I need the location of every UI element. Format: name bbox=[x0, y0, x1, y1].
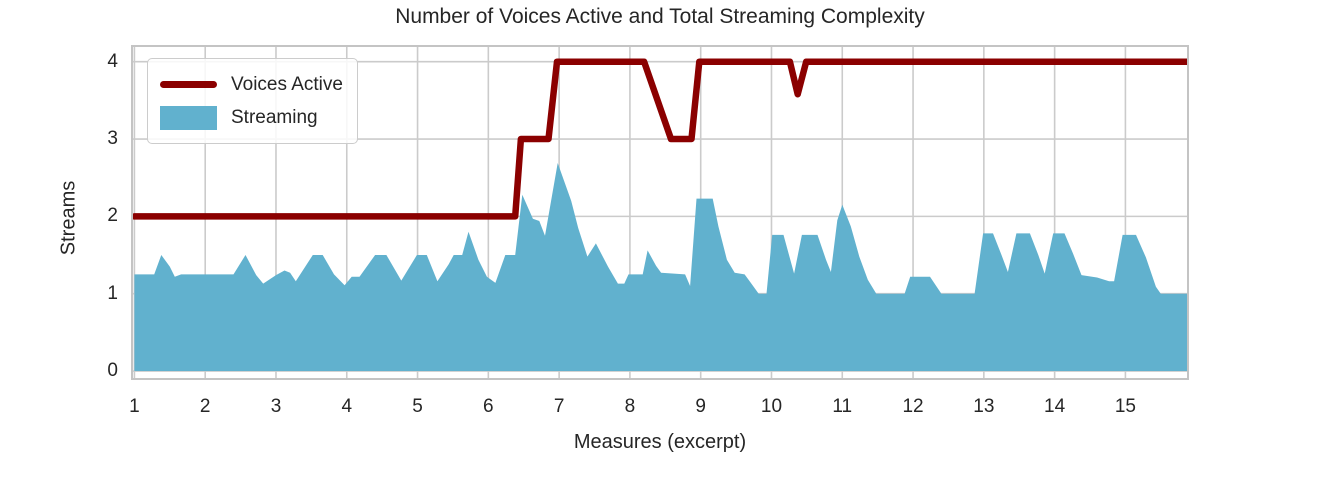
voices-line-swatch-icon bbox=[160, 81, 217, 88]
voices-active-line bbox=[133, 58, 1187, 220]
y-tick-label: 0 bbox=[107, 360, 118, 382]
chart-canvas bbox=[133, 47, 1187, 378]
y-tick-label: 2 bbox=[107, 205, 118, 227]
legend-label-streaming: Streaming bbox=[231, 106, 318, 128]
x-tick-label: 2 bbox=[199, 396, 211, 417]
y-tick-label: 1 bbox=[107, 282, 118, 304]
streaming-area-swatch-icon bbox=[160, 105, 217, 130]
chart-title: Number of Voices Active and Total Stream… bbox=[395, 5, 925, 28]
x-tick-label: 12 bbox=[902, 396, 924, 417]
streaming-area bbox=[134, 163, 1187, 371]
x-tick-label: 1 bbox=[129, 396, 140, 417]
legend-item-streaming: Streaming bbox=[160, 101, 343, 134]
x-tick-label: 8 bbox=[624, 396, 636, 417]
y-axis-label: Streams bbox=[57, 180, 80, 256]
y-tick-label: 3 bbox=[107, 128, 118, 150]
y-tick-label: 4 bbox=[107, 50, 118, 72]
legend: Voices Active Streaming bbox=[147, 58, 358, 144]
x-tick-label: 6 bbox=[483, 396, 494, 417]
x-tick-label: 3 bbox=[270, 396, 282, 417]
x-tick-label: 10 bbox=[760, 396, 783, 417]
x-tick-label: 5 bbox=[412, 396, 423, 417]
x-tick-label: 13 bbox=[973, 396, 995, 417]
x-tick-label: 11 bbox=[832, 396, 853, 417]
x-tick-label: 15 bbox=[1114, 396, 1136, 417]
plot-area bbox=[131, 45, 1189, 380]
x-tick-label: 9 bbox=[695, 396, 706, 417]
x-tick-label: 7 bbox=[553, 396, 565, 417]
legend-label-voices-active: Voices Active bbox=[231, 73, 343, 95]
legend-item-voices-active: Voices Active bbox=[160, 68, 343, 101]
x-tick-label: 4 bbox=[341, 396, 353, 417]
x-axis-label: Measures (excerpt) bbox=[573, 431, 747, 453]
x-tick-label: 14 bbox=[1044, 396, 1066, 417]
